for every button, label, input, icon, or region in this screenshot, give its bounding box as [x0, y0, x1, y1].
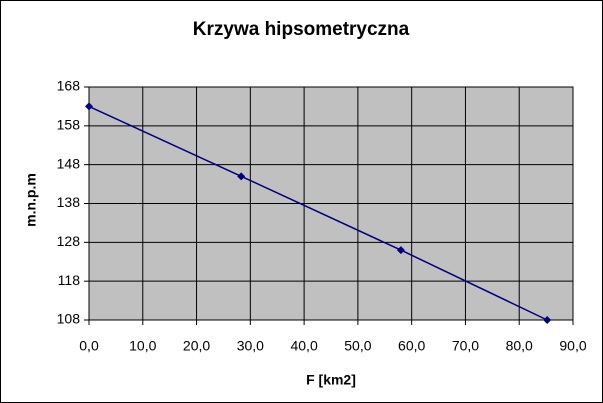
x-tick-label: 30,0: [237, 338, 264, 354]
chart-title: Krzywa hipsometryczna: [193, 19, 410, 40]
y-tick-label: 108: [57, 311, 81, 327]
y-tick-label: 128: [57, 233, 81, 249]
x-tick-label: 70,0: [452, 338, 479, 354]
y-tick-label: 148: [57, 155, 81, 171]
data-line: [88, 105, 548, 321]
x-tick-label: 50,0: [344, 338, 371, 354]
x-tick-label: 10,0: [129, 338, 156, 354]
x-tick-label: 20,0: [183, 338, 210, 354]
data-point: [396, 246, 405, 255]
data-point: [85, 102, 93, 111]
y-tick-label: 158: [57, 117, 81, 133]
data-point: [543, 316, 552, 324]
x-axis-label: F [km2]: [306, 372, 356, 388]
x-tick-label: 0,0: [79, 338, 99, 354]
plot-border: [88, 86, 574, 321]
y-tick-label: 138: [57, 194, 81, 210]
x-tick-label: 40,0: [290, 338, 317, 354]
x-tick-label: 80,0: [506, 338, 533, 354]
y-axis-label: m.n.p.m: [23, 173, 39, 227]
x-tick-label: 90,0: [559, 338, 586, 354]
data-point: [237, 172, 246, 181]
y-tick-label: 118: [58, 272, 81, 288]
x-tick-label: 60,0: [398, 338, 425, 354]
y-tick-label: 168: [57, 78, 81, 94]
